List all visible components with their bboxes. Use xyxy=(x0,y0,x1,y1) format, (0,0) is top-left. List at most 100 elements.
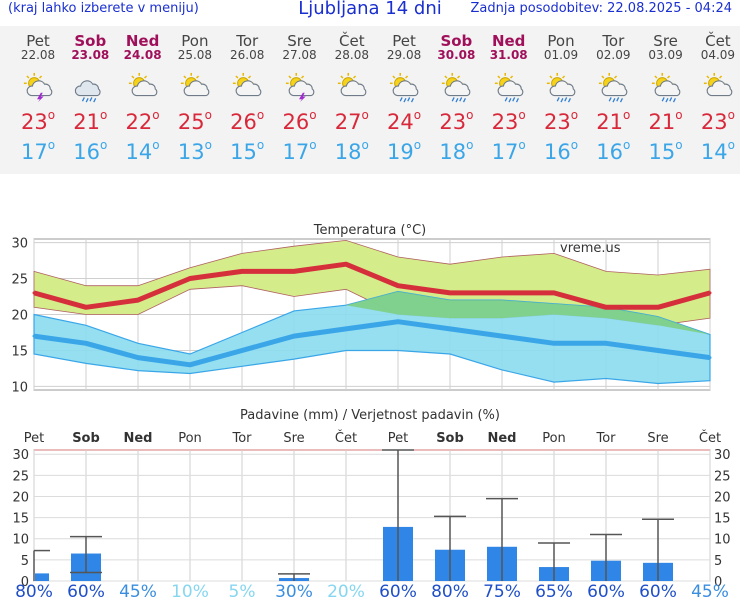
cloud-icon xyxy=(131,80,157,97)
day-date: 29.08 xyxy=(386,48,422,62)
y-tick-label: 10 xyxy=(11,380,28,395)
min-temperature-point xyxy=(552,341,556,345)
max-temperature: 25o xyxy=(177,108,212,134)
day-name: Pet xyxy=(26,32,50,50)
chart-title: Temperatura (°C) xyxy=(313,223,426,238)
lightning-icon xyxy=(298,92,306,103)
min-temperature: 14o xyxy=(700,138,735,164)
rain-icon xyxy=(661,97,676,103)
precipitation-probability: 20% xyxy=(327,582,365,600)
forecast-day: Ned 31.08 23o 17o xyxy=(483,26,535,174)
max-temperature: 26o xyxy=(230,108,265,134)
day-name: Sre xyxy=(287,32,312,50)
forecast-day: Pet 29.08 24o 19o xyxy=(378,26,430,174)
max-temperature-point xyxy=(136,298,140,302)
precipitation-probability: 10% xyxy=(171,582,209,600)
y-tick-label: 25 xyxy=(12,469,29,484)
sun-cloud-icon xyxy=(128,72,157,97)
rain-icon xyxy=(399,97,415,103)
y-tick-label: 30 xyxy=(12,448,29,463)
degree-symbol: o xyxy=(413,138,422,152)
day-date: 27.08 xyxy=(282,48,317,62)
header: (kraj lahko izberete v meniju) Ljubljana… xyxy=(0,0,740,22)
degree-symbol: o xyxy=(361,138,369,152)
min-temperature-point xyxy=(292,334,296,338)
cloud-icon xyxy=(340,80,367,97)
max-temperature-point xyxy=(292,269,296,273)
max-temperature: 21o xyxy=(73,108,108,134)
max-temperature: 23o xyxy=(439,108,474,134)
y-tick-label-right: 20 xyxy=(714,490,731,505)
forecast-day: Čet 04.09 23o 14o xyxy=(692,26,740,174)
precipitation-probability: 60% xyxy=(67,582,105,600)
x-tick-label: Tor xyxy=(595,431,616,446)
max-temperature: 26o xyxy=(282,108,317,134)
precipitation-probability: 45% xyxy=(119,582,157,600)
degree-symbol: o xyxy=(309,108,317,122)
degree-symbol: o xyxy=(518,138,526,152)
x-tick-label: Tor xyxy=(231,431,252,446)
y-tick-label-right: 0 xyxy=(714,575,722,590)
max-temperature: 22o xyxy=(125,108,160,134)
day-name: Tor xyxy=(236,32,259,50)
day-date: 04.09 xyxy=(700,48,736,62)
x-tick-label: Ned xyxy=(123,431,152,446)
y-tick-label: 20 xyxy=(12,490,29,505)
forecast-day: Sob 23.08 21o 16o xyxy=(64,26,116,174)
sun-cloud-rain-icon xyxy=(442,72,471,103)
min-temperature: 16o xyxy=(596,138,631,164)
degree-symbol: o xyxy=(152,138,160,152)
rain-icon xyxy=(608,97,624,103)
charts: Temperatura (°C) 10 15 20 25 30 vreme.us Padav… xyxy=(11,223,731,600)
max-temperature-point xyxy=(84,305,88,309)
min-temperature-point xyxy=(84,341,88,345)
precipitation-probability: 80% xyxy=(15,582,53,600)
min-temperature-point xyxy=(604,341,608,345)
x-tick-label: Pon xyxy=(178,431,202,446)
min-temperature: 18o xyxy=(439,138,474,164)
x-tick-label: Sob xyxy=(436,431,464,446)
day-date: 30.08 xyxy=(437,48,476,62)
last-update: Zadnja posodobitev: 22.08.2025 - 04:24 xyxy=(470,1,732,16)
forecast-day: Ned 24.08 22o 14o xyxy=(117,26,169,174)
forecast-day: Tor 26.08 26o 15o xyxy=(221,26,273,174)
x-tick-label: Pet xyxy=(24,431,44,446)
precipitation-probability: 65% xyxy=(535,582,573,600)
degree-symbol: o xyxy=(727,108,735,122)
max-temperature-point xyxy=(396,284,400,288)
chart-title: Padavine (mm) / Verjetnost padavin (%) xyxy=(240,408,500,423)
forecast-strip: Pet 22.08 23o 17o Sob 23.08 21o 16o Ned 24.08 22o 1… xyxy=(0,26,740,174)
degree-symbol: o xyxy=(99,138,108,152)
min-temperature: 15o xyxy=(648,138,683,164)
degree-symbol: o xyxy=(675,138,683,152)
max-temperature-point xyxy=(708,291,712,295)
location-hint[interactable]: (kraj lahko izberete v meniju) xyxy=(8,1,199,16)
sun-cloud-icon xyxy=(337,72,367,97)
cloud-icon xyxy=(392,80,419,97)
x-tick-label: Sre xyxy=(283,431,304,446)
degree-symbol: o xyxy=(256,138,265,152)
sun-cloud-rain-icon xyxy=(389,72,419,103)
forecast-day: Pet 22.08 23o 17o xyxy=(12,26,64,174)
precipitation-probability: 45% xyxy=(691,582,729,600)
day-date: 24.08 xyxy=(123,48,162,62)
precipitation-probability: 5% xyxy=(229,582,256,600)
day-name: Čet xyxy=(705,32,731,50)
max-temperature-line xyxy=(33,261,711,310)
min-temperature-point xyxy=(188,363,192,367)
rain-icon xyxy=(82,97,97,103)
max-temperature-point xyxy=(188,277,192,281)
min-temperature: 17o xyxy=(20,138,56,164)
min-temperature-point xyxy=(500,334,504,338)
max-temperature-point xyxy=(552,291,556,295)
sun-cloud-rain-icon xyxy=(599,72,628,103)
day-date: 26.08 xyxy=(230,48,265,62)
plot-area xyxy=(33,449,711,582)
y-tick-label-right: 15 xyxy=(714,512,731,527)
day-name: Sre xyxy=(653,32,678,50)
min-temperature: 19o xyxy=(387,138,422,164)
min-temperature-point xyxy=(448,327,452,331)
day-date: 28.08 xyxy=(334,48,369,62)
min-temperature-point xyxy=(656,348,660,352)
sun-cloud-rain-icon xyxy=(651,72,680,103)
